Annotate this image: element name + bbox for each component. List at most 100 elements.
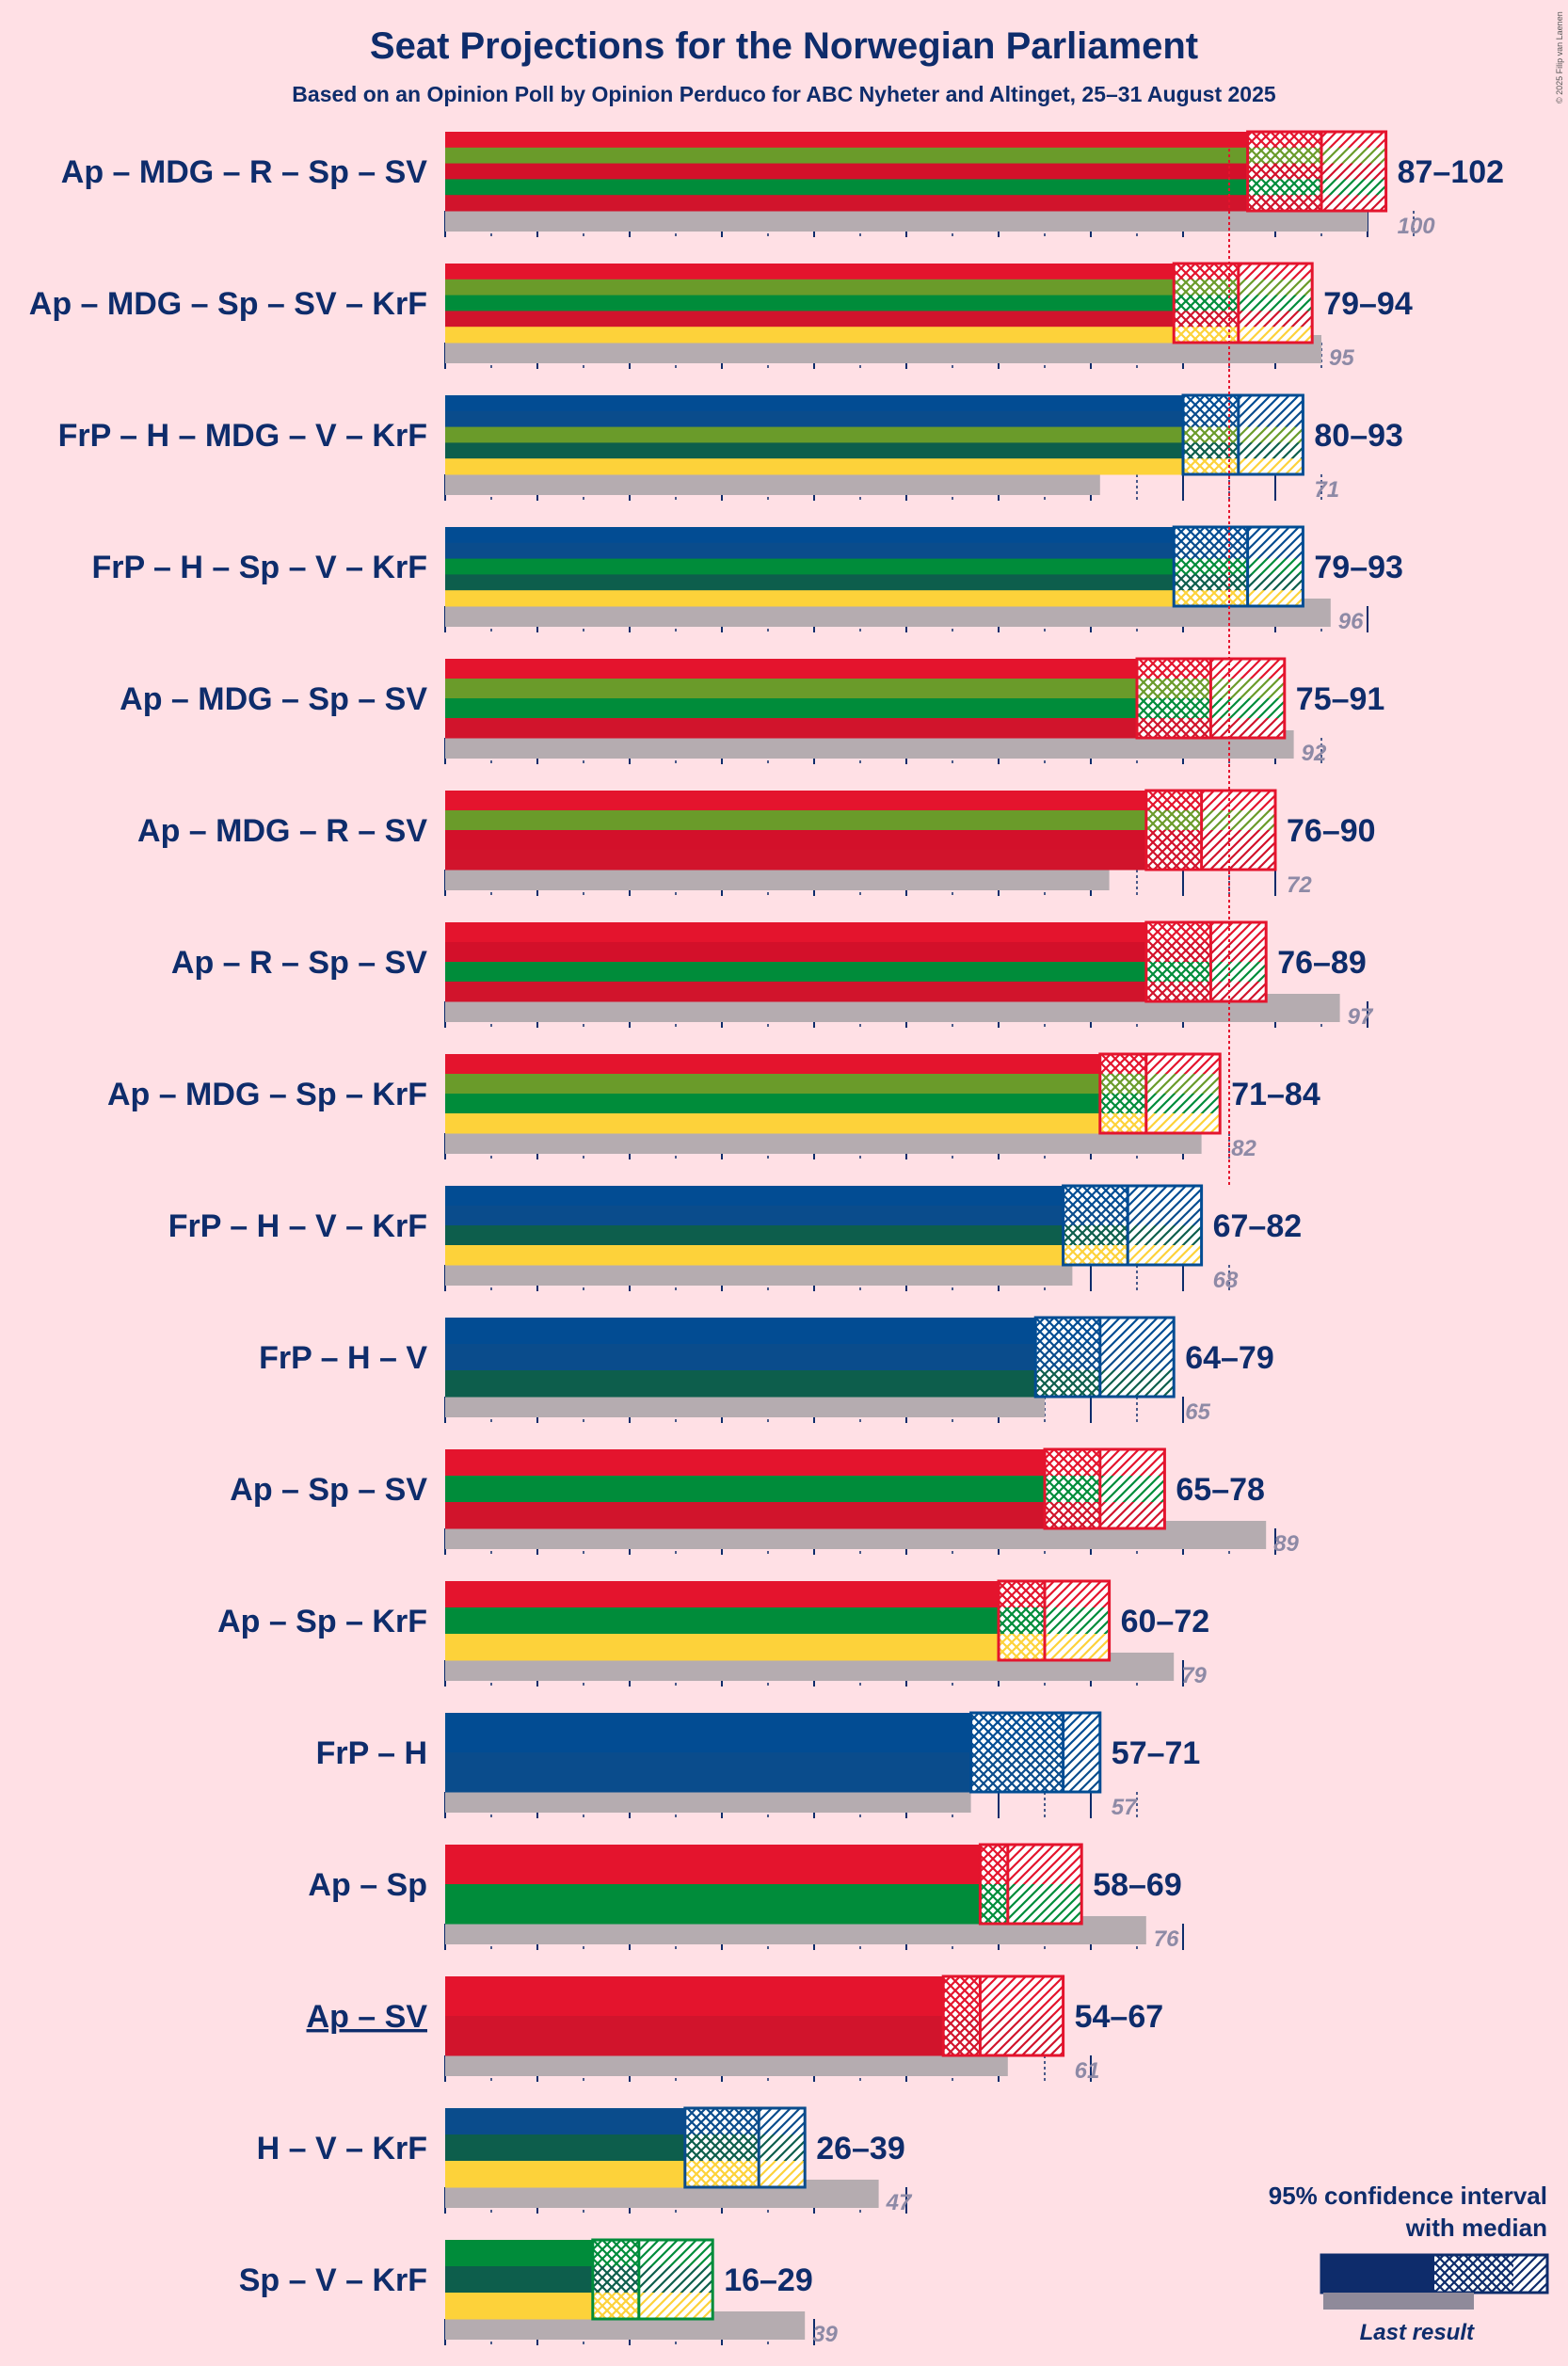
ci-upper-half (1238, 395, 1304, 412)
coalition-label: Ap – MDG – Sp – SV (120, 681, 427, 717)
coalition-label: FrP – H – V (259, 1340, 427, 1376)
ci-lower-half (1035, 1344, 1100, 1371)
coalition-row: FrP – H – Sp – V – KrF 79–93 96 (91, 525, 1403, 634)
ci-upper-half (1145, 1074, 1221, 1095)
party-stripe-krf (445, 2161, 685, 2188)
ci-lower-half (1174, 264, 1239, 280)
ci-lower-half (1099, 1054, 1146, 1075)
range-label: 16–29 (724, 2262, 813, 2298)
ci-lower-half (1174, 295, 1239, 312)
ci-upper-half (1238, 458, 1304, 475)
ci-upper-half (1128, 1206, 1202, 1226)
ci-upper-half (1321, 163, 1386, 180)
party-stripe-krf (445, 1113, 1100, 1134)
ci-outline (941, 1974, 1065, 2057)
ci-lower-half (1247, 179, 1321, 196)
ci-lower-half (970, 1713, 1064, 1753)
party-stripe-sp (445, 698, 1137, 719)
party-stripe-v (445, 442, 1183, 459)
ci-outline (1172, 262, 1314, 344)
ci-outline (1144, 789, 1277, 871)
ci-lower-half (1045, 1449, 1100, 1477)
legend-last-bar (1323, 2293, 1474, 2310)
party-stripe-mdg (445, 810, 1146, 831)
ci-lower-half (1145, 922, 1211, 943)
last-result-label: 57 (1112, 1795, 1138, 1820)
legend-ci-lower (1434, 2255, 1513, 2293)
ci-upper-half (1210, 659, 1285, 679)
range-label: 79–93 (1314, 550, 1403, 585)
ci-lower-half (1174, 574, 1248, 591)
ci-upper-half (1210, 962, 1267, 983)
party-stripe-r (445, 830, 1146, 851)
ci-upper-half (1099, 1502, 1165, 1529)
ci-lower-half (1035, 1318, 1100, 1345)
party-stripe-ap (445, 922, 1146, 943)
ci-lower-half (1174, 327, 1239, 344)
party-stripe-h (445, 542, 1175, 560)
ci-lower-half (1099, 1074, 1146, 1095)
ci-lower-half (1247, 132, 1321, 149)
ci-upper-half (1007, 1884, 1082, 1925)
ci-lower-half (1145, 791, 1202, 811)
ci-lower-half (1183, 442, 1239, 459)
party-stripe-sp (445, 179, 1248, 196)
party-stripe-mdg (445, 679, 1137, 699)
ci-upper-half (1210, 698, 1285, 719)
party-stripe-h (445, 2108, 685, 2135)
last-result-label: 61 (1075, 2058, 1100, 2084)
ci-lower-half (1183, 395, 1239, 412)
ci-outline (969, 1711, 1102, 1794)
coalition-label: Ap – MDG – Sp – SV – KrF (29, 286, 427, 322)
party-stripe-sp (445, 1607, 999, 1635)
ci-upper-half (759, 2134, 806, 2162)
party-stripe-sp (445, 295, 1175, 312)
ci-lower-half (684, 2108, 760, 2135)
ci-lower-half (684, 2134, 760, 2162)
coalition-row: Ap – SV 54–67 61 (307, 1974, 1164, 2084)
ci-lower-half (999, 1607, 1045, 1635)
chart-title: Seat Projections for the Norwegian Parli… (370, 25, 1198, 67)
ci-upper-half (1210, 718, 1285, 739)
coalition-label: Ap – MDG – Sp – KrF (107, 1077, 427, 1112)
ci-lower-half (970, 1752, 1064, 1793)
party-stripe-h (445, 1206, 1064, 1226)
party-stripe-v (445, 1225, 1064, 1246)
ci-lower-half (980, 1845, 1008, 1885)
ci-upper-half (1321, 132, 1386, 149)
ci-upper-half (1045, 1581, 1110, 1608)
ci-upper-half (1201, 830, 1275, 851)
ci-upper-half (1128, 1245, 1202, 1266)
ci-upper-half (1238, 410, 1304, 428)
ci-upper-half (759, 2108, 806, 2135)
ci-lower-half (1174, 279, 1239, 296)
party-stripe-v (445, 574, 1175, 591)
party-stripe-frp (445, 395, 1183, 412)
range-label: 54–67 (1075, 1999, 1164, 2035)
ci-upper-half (638, 2266, 713, 2294)
party-stripe-sv (445, 982, 1146, 1002)
ci-outline (1144, 920, 1268, 1003)
party-stripe-mdg (445, 426, 1183, 443)
party-stripe-frp (445, 1318, 1036, 1345)
party-stripe-v (445, 1370, 1036, 1398)
legend-title: 95% confidence interval (1269, 2182, 1547, 2210)
coalition-row: FrP – H – MDG – V – KrF 80–93 71 (58, 393, 1403, 503)
party-stripe-mdg (445, 1074, 1100, 1095)
party-stripe-frp (445, 1186, 1064, 1207)
ci-upper-half (1099, 1449, 1165, 1477)
ci-lower-half (1145, 982, 1211, 1002)
party-stripe-ap (445, 1449, 1045, 1477)
range-label: 67–82 (1213, 1208, 1303, 1244)
ci-upper-half (638, 2240, 713, 2267)
coalition-row: Ap – Sp – KrF 60–72 79 (217, 1579, 1209, 1688)
party-stripe-h (445, 1344, 1036, 1371)
last-result-label: 76 (1154, 1926, 1179, 1952)
party-stripe-r (445, 942, 1146, 963)
last-result-label: 79 (1181, 1663, 1207, 1688)
ci-upper-half (1201, 791, 1275, 811)
ci-upper-half (638, 2293, 713, 2320)
party-stripe-krf (445, 1245, 1064, 1266)
ci-upper-half (1128, 1186, 1202, 1207)
